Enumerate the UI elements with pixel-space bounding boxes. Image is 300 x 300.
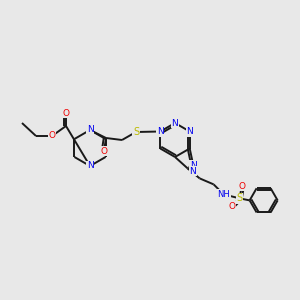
Text: O: O xyxy=(228,202,235,211)
Text: O: O xyxy=(238,182,245,191)
Text: N: N xyxy=(87,161,93,170)
Text: N: N xyxy=(172,118,178,127)
Text: N: N xyxy=(87,125,93,134)
Text: N: N xyxy=(190,160,196,169)
Text: O: O xyxy=(49,131,56,140)
Text: N: N xyxy=(186,127,193,136)
Text: S: S xyxy=(237,194,243,203)
Text: N: N xyxy=(172,118,178,127)
Text: NH: NH xyxy=(217,190,230,199)
Text: S: S xyxy=(133,127,139,137)
Text: N: N xyxy=(190,167,196,176)
Text: O: O xyxy=(62,109,70,118)
Text: O: O xyxy=(100,146,107,155)
Text: N: N xyxy=(157,127,164,136)
